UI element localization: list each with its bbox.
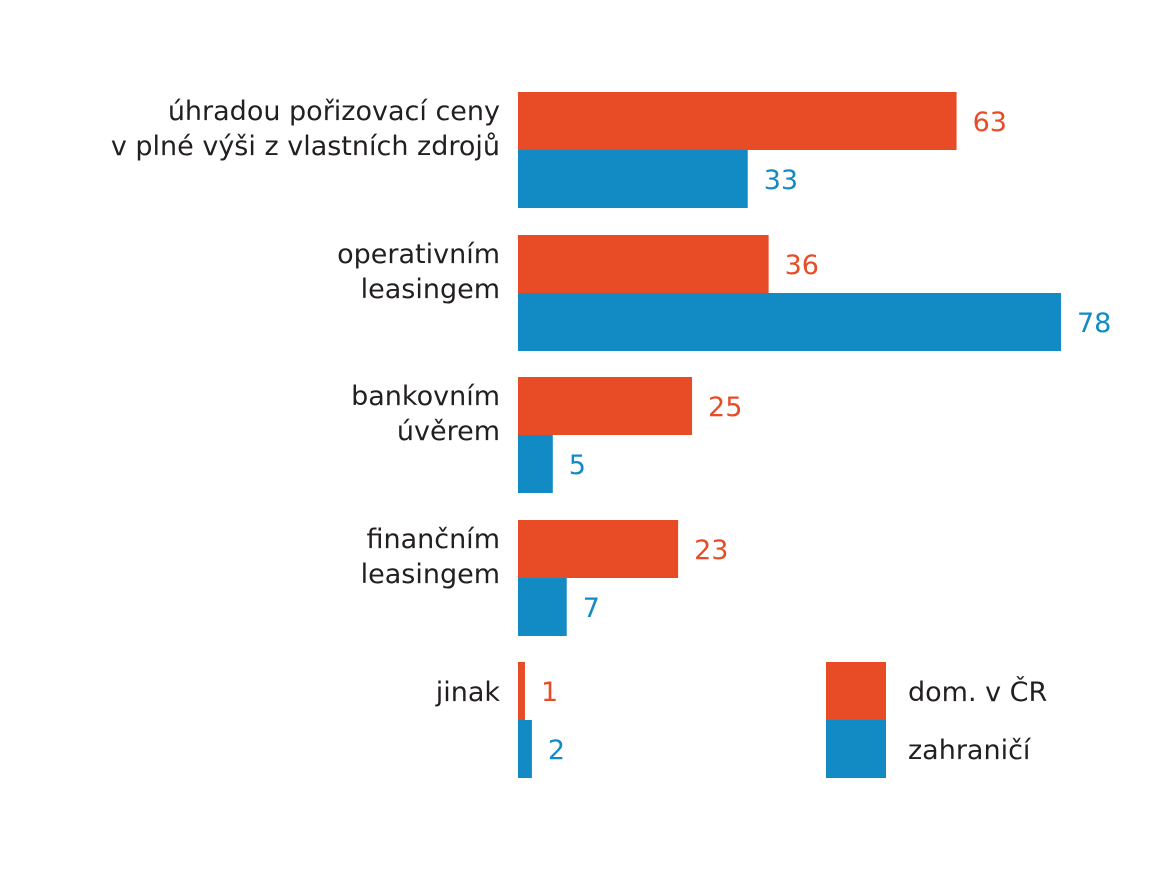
data-label: 63 — [973, 107, 1007, 138]
bar-foreign — [518, 293, 1061, 351]
category-label: operativním — [337, 239, 500, 270]
bar-domestic — [518, 662, 525, 720]
category-label: leasingem — [361, 559, 500, 590]
data-label: 1 — [541, 677, 558, 708]
legend-label: zahraničí — [908, 735, 1032, 766]
category-label: leasingem — [361, 274, 500, 305]
legend: dom. v ČR zahraničí — [826, 662, 1047, 778]
category-label: úhradou pořizovací ceny — [168, 96, 500, 127]
bar-domestic — [518, 377, 693, 435]
data-label: 78 — [1077, 308, 1111, 339]
data-label: 2 — [548, 735, 565, 766]
legend-swatch — [826, 662, 886, 720]
bar-domestic — [518, 92, 957, 150]
bar-domestic — [518, 520, 679, 578]
data-label: 5 — [569, 450, 586, 481]
data-label: 23 — [694, 535, 728, 566]
bar-foreign — [518, 150, 748, 208]
bar-foreign — [518, 435, 553, 493]
category-labels: úhradou pořizovací ceny v plné výši z vla… — [111, 96, 501, 708]
bar-foreign — [518, 720, 532, 778]
data-label: 33 — [764, 165, 798, 196]
data-label: 25 — [708, 392, 742, 423]
legend-swatch — [826, 720, 886, 778]
bar-domestic — [518, 235, 769, 293]
category-label: finančním — [366, 524, 500, 555]
category-label: jinak — [435, 677, 501, 708]
category-label: v plné výši z vlastních zdrojů — [111, 131, 500, 162]
data-label: 36 — [785, 250, 819, 281]
data-label: 7 — [583, 593, 600, 624]
bar-foreign — [518, 578, 567, 636]
bars — [518, 92, 1061, 778]
value-labels: 63 33 36 78 25 5 23 7 1 2 — [541, 107, 1111, 766]
legend-label: dom. v ČR — [908, 676, 1047, 708]
category-label: úvěrem — [397, 416, 500, 447]
category-label: bankovním — [351, 381, 500, 412]
